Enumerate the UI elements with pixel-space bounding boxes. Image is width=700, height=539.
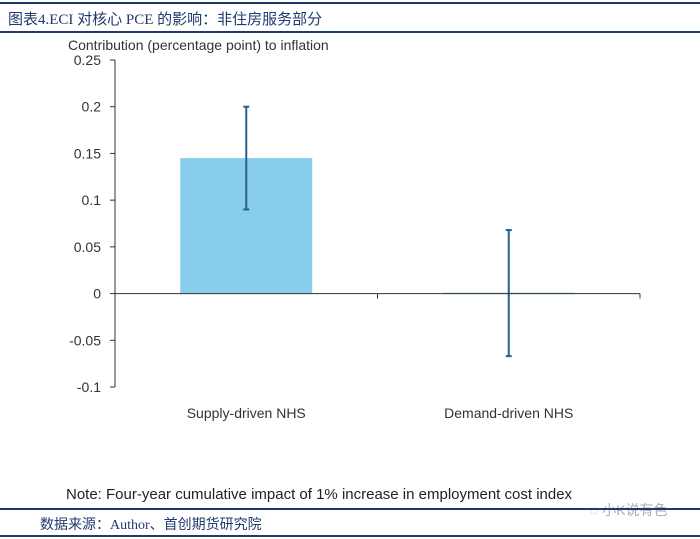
y-tick-label: -0.05 <box>69 332 101 348</box>
title-rule <box>0 31 700 33</box>
bar-chart: Contribution (percentage point) to infla… <box>68 37 641 421</box>
note-rule <box>0 508 700 510</box>
y-tick-label: -0.1 <box>77 379 101 395</box>
y-tick-label: 0.2 <box>82 99 102 115</box>
x-tick-label: Supply-driven NHS <box>187 405 306 421</box>
chart-note: Note: Four-year cumulative impact of 1% … <box>66 486 573 503</box>
y-axis-label: Contribution (percentage point) to infla… <box>68 37 329 53</box>
y-tick-label: 0.05 <box>74 239 101 255</box>
watermark: ◌ 小K说有色 <box>590 502 668 518</box>
top-rule <box>0 2 700 4</box>
figure-title: 图表4.ECI 对核心 PCE 的影响：非住房服务部分 <box>8 12 323 28</box>
y-tick-label: 0.25 <box>74 52 101 68</box>
source-text: 数据来源：Author、首创期货研究院 <box>40 518 262 533</box>
y-tick-label: 0.15 <box>74 145 101 161</box>
y-tick-label: 0.1 <box>82 192 102 208</box>
bottom-rule <box>0 535 700 537</box>
x-tick-label: Demand-driven NHS <box>444 405 573 421</box>
y-tick-label: 0 <box>93 286 101 302</box>
